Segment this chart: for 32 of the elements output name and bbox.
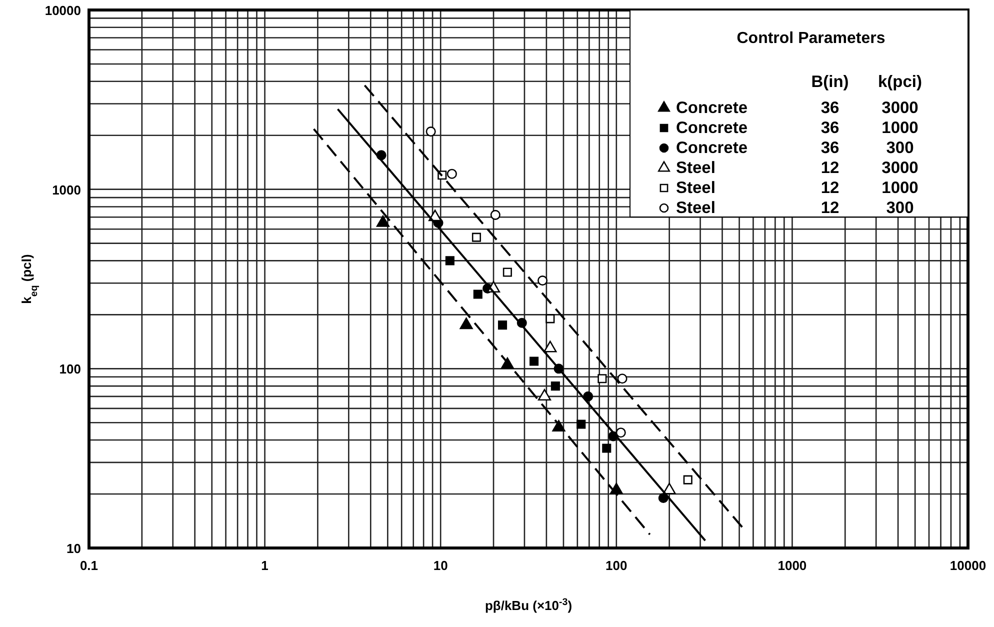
annotation: 1000 [882, 119, 918, 137]
x-tick-label: 10 [433, 558, 448, 573]
annotation: 36 [820, 139, 840, 157]
annotation: B(in) [811, 73, 849, 91]
x-tick-label: 0.1 [80, 558, 98, 573]
legend-label: Concrete [676, 119, 748, 137]
y-tick-label: 1000 [52, 182, 81, 198]
annotation: 1000 [882, 179, 918, 197]
y-tick-label: 100 [59, 362, 81, 377]
annotation: 300 [886, 139, 914, 157]
x-tick-label: 1 [261, 558, 268, 573]
annotation: 36 [820, 119, 840, 137]
legend-label: Steel [676, 199, 716, 217]
x-tick-label: 10000 [950, 558, 986, 573]
legend-title: Control Parameters [736, 30, 886, 47]
annotation: 36 [820, 99, 840, 117]
legend-label: Concrete [676, 139, 748, 157]
y-tick-label: 10 [66, 541, 81, 556]
annotation: 3000 [882, 99, 918, 117]
legend-label: Concrete [676, 99, 748, 117]
annotation: 12 [820, 159, 840, 177]
annotation: 3000 [882, 159, 918, 177]
y-tick-label: 10000 [44, 3, 81, 18]
legend-label: Steel [676, 159, 716, 177]
x-tick-label: 1000 [778, 558, 807, 573]
legend-label: Steel [676, 179, 716, 197]
annotation: 300 [886, 199, 914, 217]
x-axis-title: pβ/kBu (×10$^{-3}$) [484, 596, 572, 613]
annotation: k(pci) [878, 73, 922, 91]
x-tick-label: 100 [606, 558, 628, 573]
annotation: 12 [820, 199, 840, 217]
annotation: 12 [820, 179, 840, 197]
